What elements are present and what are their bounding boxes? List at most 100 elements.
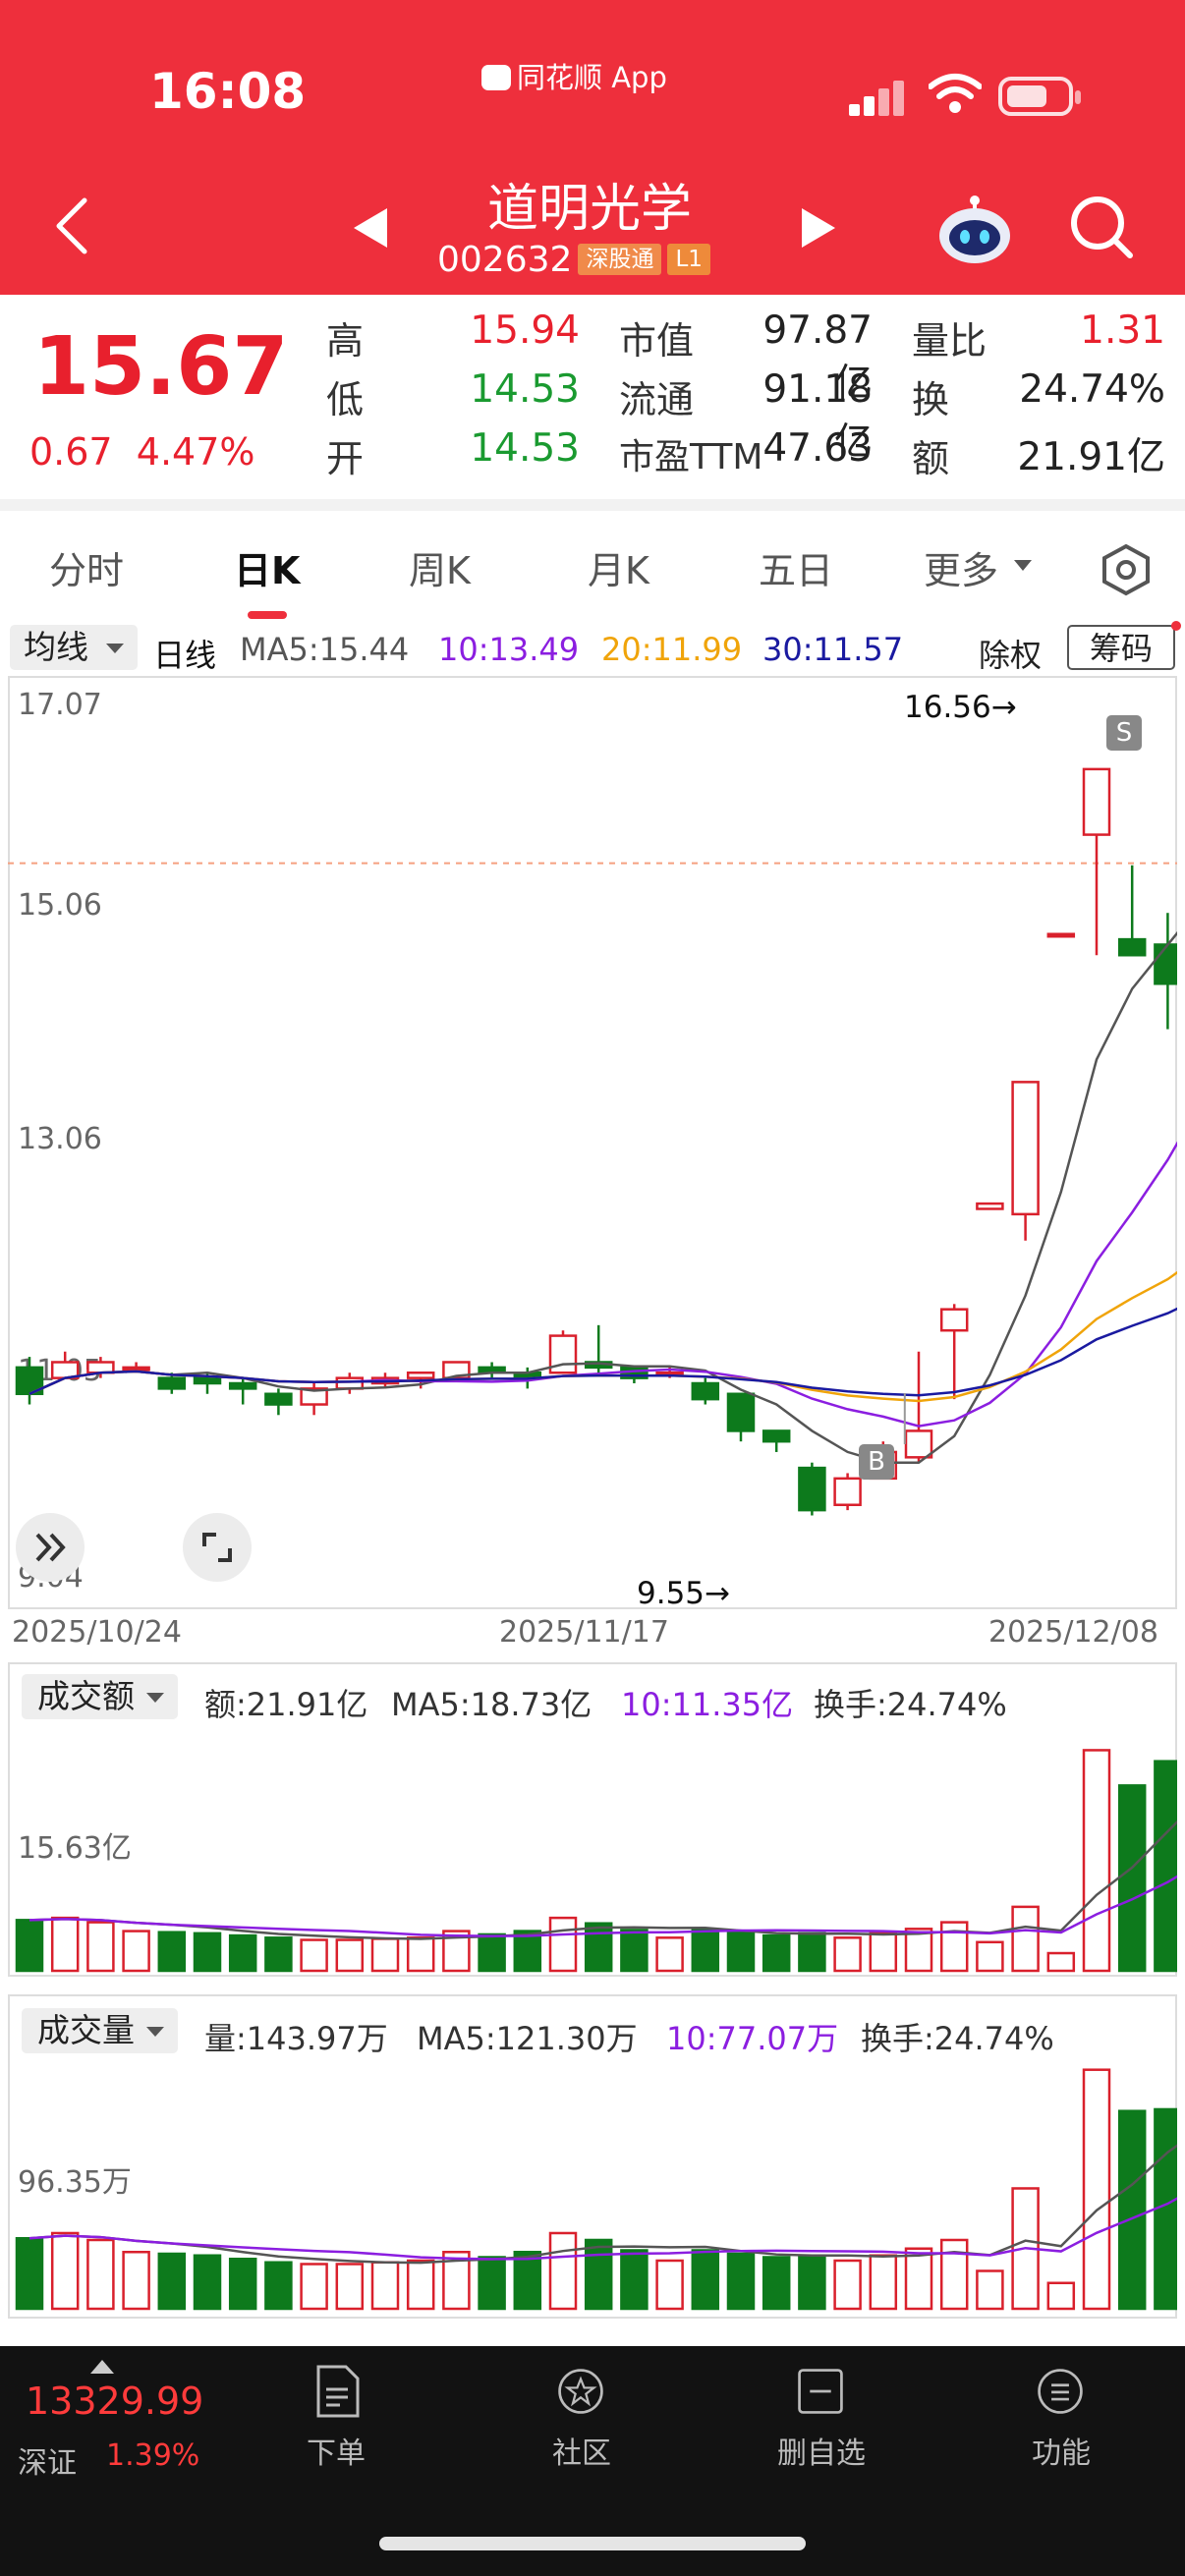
candle[interactable] [584, 1324, 613, 1373]
volume-bar[interactable] [833, 2259, 862, 2311]
index-value[interactable]: 13329.99 [26, 2380, 204, 2423]
amount-selector[interactable]: 成交额 [22, 1674, 178, 1719]
volume-bar[interactable] [1117, 1784, 1147, 1973]
volume-bar[interactable] [157, 1931, 187, 1973]
candle[interactable] [228, 1377, 257, 1405]
volume-bar[interactable] [406, 2259, 435, 2311]
candle[interactable] [904, 1351, 933, 1463]
tab-more[interactable]: 更多 [924, 549, 999, 592]
candle[interactable] [762, 1429, 791, 1452]
volume-bar[interactable] [976, 1940, 1004, 1973]
tab-intraday[interactable]: 分时 [49, 549, 125, 592]
amount-chart[interactable] [8, 1662, 1177, 1977]
volume-bar[interactable] [193, 2254, 222, 2311]
volume-bar[interactable] [833, 1936, 862, 1973]
candle[interactable] [1117, 865, 1147, 957]
volume-bar[interactable] [584, 2238, 613, 2311]
volume-bar[interactable] [904, 1928, 933, 1973]
ma-selector[interactable]: 均线 [10, 625, 138, 670]
volume-bar[interactable] [513, 2250, 542, 2311]
volume-selector[interactable]: 成交量 [22, 2008, 178, 2053]
tab-weekk[interactable]: 周K [409, 549, 471, 592]
volume-bar[interactable] [335, 2263, 365, 2311]
volume-bar[interactable] [1046, 1951, 1076, 1973]
candle[interactable] [1046, 932, 1076, 938]
volume-bar[interactable] [370, 1937, 400, 1973]
volume-bar[interactable] [1082, 1749, 1111, 1973]
candle[interactable] [264, 1388, 293, 1416]
candle[interactable] [122, 1362, 150, 1373]
tab-fiveday[interactable]: 五日 [759, 549, 834, 592]
volume-bar[interactable] [193, 1932, 222, 1973]
volume-bar[interactable] [264, 1936, 293, 1973]
prev-stock-icon[interactable] [354, 208, 387, 248]
volume-bar[interactable] [655, 1936, 684, 1973]
volume-bar[interactable] [122, 2250, 150, 2311]
volume-bar[interactable] [904, 2247, 933, 2311]
settings-hexagon-icon[interactable] [1099, 542, 1154, 597]
volume-bar[interactable] [762, 1933, 791, 1973]
volume-bar[interactable] [335, 1938, 365, 1973]
volume-bar[interactable] [1117, 2109, 1147, 2311]
buy-signal-marker[interactable]: B [859, 1444, 894, 1480]
volume-bar[interactable] [798, 2254, 826, 2311]
candle[interactable] [833, 1473, 862, 1511]
search-icon[interactable] [1067, 193, 1136, 261]
volume-bar[interactable] [620, 1929, 649, 1973]
volume-bar[interactable] [976, 2269, 1004, 2311]
volume-bar[interactable] [478, 1932, 506, 1973]
volume-bar[interactable] [726, 1931, 756, 1973]
back-arrow-icon[interactable] [51, 196, 90, 255]
volume-bar[interactable] [406, 1936, 435, 1973]
volume-bar[interactable] [869, 1932, 898, 1973]
volume-bar[interactable] [691, 1929, 720, 1973]
ai-robot-icon[interactable] [935, 193, 1014, 267]
ex-rights-button[interactable]: 除权 [979, 637, 1043, 674]
tab-dayk[interactable]: 日K [234, 549, 301, 592]
volume-bar[interactable] [264, 2261, 293, 2311]
candle[interactable] [976, 1202, 1004, 1210]
volume-bar[interactable] [584, 1922, 613, 1973]
volume-bar[interactable] [300, 1938, 328, 1973]
candle[interactable] [50, 1351, 80, 1379]
volume-chart[interactable] [8, 1994, 1177, 2319]
sell-signal-marker[interactable]: S [1106, 715, 1142, 751]
volume-bar[interactable] [939, 1921, 969, 1973]
volume-bar[interactable] [1154, 1760, 1177, 1973]
volume-bar[interactable] [548, 1916, 578, 1973]
volume-bar[interactable] [1011, 1905, 1040, 1973]
volume-bar[interactable] [513, 1930, 542, 1973]
volume-bar[interactable] [86, 1921, 115, 1973]
volume-bar[interactable] [122, 1930, 150, 1973]
volume-bar[interactable] [1082, 2068, 1111, 2311]
expand-button[interactable] [16, 1513, 85, 1582]
volume-bar[interactable] [726, 2252, 756, 2311]
volume-bar[interactable] [86, 2238, 115, 2311]
candle[interactable] [691, 1377, 720, 1405]
tab-monthk[interactable]: 月K [588, 549, 649, 592]
candle[interactable] [478, 1362, 506, 1378]
candle[interactable] [798, 1462, 826, 1516]
candle[interactable] [1154, 913, 1177, 1030]
volume-bar[interactable] [50, 2231, 80, 2311]
volume-bar[interactable] [620, 2249, 649, 2311]
volume-bar[interactable] [370, 2261, 400, 2311]
candle[interactable] [1082, 767, 1111, 956]
nav-order[interactable]: 下单 [257, 2364, 415, 2482]
volume-bar[interactable] [15, 2236, 44, 2311]
candle[interactable] [300, 1383, 328, 1416]
volume-bar[interactable] [228, 2257, 257, 2311]
volume-bar[interactable] [50, 1916, 80, 1973]
volume-bar[interactable] [157, 2252, 187, 2311]
volume-bar[interactable] [1046, 2281, 1076, 2311]
volume-bar[interactable] [15, 1919, 44, 1973]
candle[interactable] [939, 1304, 969, 1400]
candle[interactable] [1011, 1081, 1040, 1241]
candle[interactable] [726, 1392, 756, 1442]
volume-bar[interactable] [228, 1933, 257, 1973]
nav-functions[interactable]: 功能 [983, 2364, 1140, 2482]
volume-bar[interactable] [939, 2238, 969, 2311]
nav-remove-watchlist[interactable]: 删自选 [743, 2364, 900, 2482]
volume-bar[interactable] [762, 2256, 791, 2311]
next-stock-icon[interactable] [802, 208, 835, 248]
